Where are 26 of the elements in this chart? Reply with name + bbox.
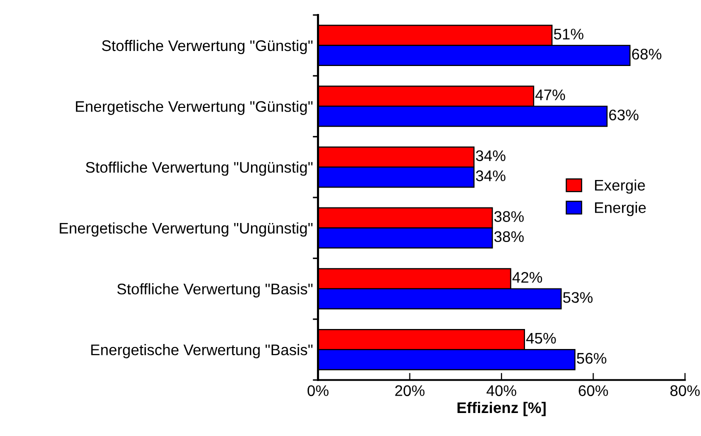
x-tick-label: 80% <box>670 385 700 396</box>
y-tick-label: Energetische Verwertung "Basis" <box>91 344 312 358</box>
data-label: 53% <box>563 292 593 303</box>
data-label: 34% <box>476 150 506 162</box>
y-tick-label: Energetische Verwertung "Ungünstig" <box>60 222 313 237</box>
data-label: 51% <box>554 28 584 40</box>
x-tick-label: 20% <box>395 385 424 396</box>
data-label: 45% <box>526 332 556 344</box>
data-label: 68% <box>632 48 662 60</box>
data-label: 63% <box>609 110 638 120</box>
y-tick-label: Energetische Verwertung "Günstig" <box>76 100 313 115</box>
legend-label: Exergie <box>595 179 645 194</box>
data-label: 34% <box>476 170 506 182</box>
x-axis-title: Effizienz [%] <box>458 402 546 416</box>
data-label: 47% <box>535 90 566 100</box>
x-tick-label: 0% <box>308 385 328 396</box>
y-tick-label: Stoffliche Verwertung "Ungünstig" <box>86 162 312 176</box>
legend-label: Energie <box>595 202 646 216</box>
y-tick-label: Stoffliche Verwertung "Basis" <box>117 283 312 298</box>
y-tick-label: Stoffliche Verwertung "Günstig" <box>102 40 312 54</box>
data-label: 42% <box>512 272 542 283</box>
x-tick-label: 40% <box>486 385 516 396</box>
data-label: 38% <box>494 231 524 242</box>
data-label: 56% <box>576 352 606 364</box>
x-tick-label: 60% <box>578 385 608 396</box>
data-label: 38% <box>494 211 524 222</box>
